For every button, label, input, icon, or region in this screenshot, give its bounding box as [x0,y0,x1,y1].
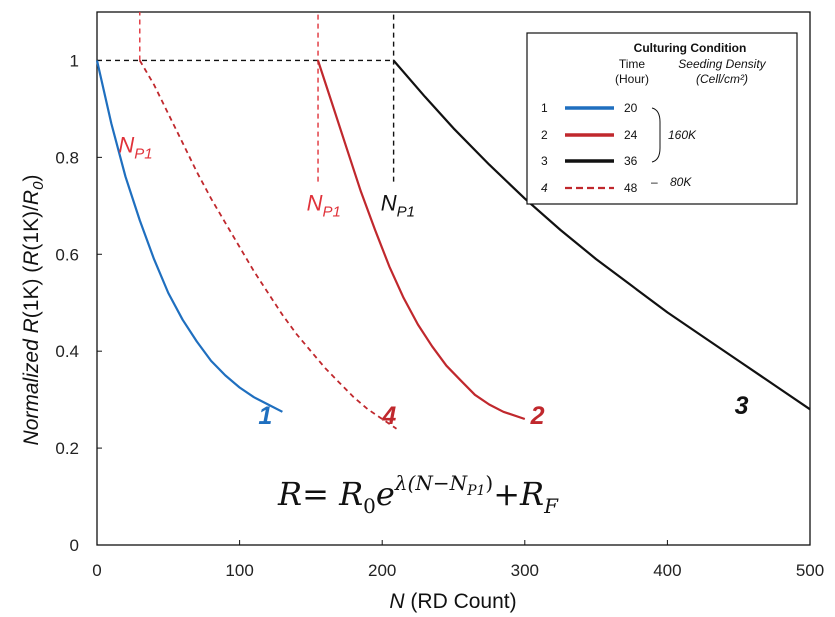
legend-row-time: 48 [624,181,638,195]
legend-row-number: 4 [541,181,548,195]
x-tick-label: 500 [796,561,824,580]
np1-annotation: NP1 [381,191,415,221]
series-lines [95,59,811,430]
x-tick-label: 100 [225,561,253,580]
legend-rows: 1 20 2 24 3 36 4 48 [541,101,638,195]
curve-label-4: 4 [381,402,396,430]
y-tick-label: 1 [70,51,79,70]
legend-col-density: Seeding Density [678,57,766,71]
model-formula: R= R0eλ(N−NP1)+RF [277,471,559,518]
series-line-2 [316,60,526,421]
legend-row-number: 2 [541,128,548,142]
y-axis-label: Normalized R(1K) (R(1K)/R0) [20,175,47,446]
y-tick-label: 0 [70,536,79,555]
y-tick-label: 0.6 [55,245,79,264]
x-axis-label: N (RD Count) [389,590,516,613]
axes: 0 100 200 300 400 500 0 0.2 0.4 0.6 0.8 1 [55,11,824,580]
legend-row-time: 20 [624,101,638,115]
series-line-1 [95,60,283,413]
curve-label-2: 2 [530,402,545,430]
legend-bracket [651,107,661,163]
curve-label-3: 3 [735,392,749,420]
np1-annotation: NP1 [307,191,341,221]
legend-col-time: Time [619,57,646,71]
np1-annotation: NP1 [118,133,152,163]
x-tick-label: 400 [653,561,681,580]
legend-row-time: 36 [624,154,638,168]
reference-lines [97,12,395,182]
annotations: NP1 NP1 NP1 1 4 2 3 [118,133,748,430]
y-tick-label: 0.8 [55,148,79,167]
legend-frame [526,32,798,205]
legend-title: Culturing Condition [634,41,747,55]
legend-col-density-unit: (Cell/cm²) [696,72,748,86]
x-tick-label: 0 [92,561,101,580]
legend-row-number: 3 [541,154,548,168]
plot-frame [96,11,811,546]
curve-label-1: 1 [258,402,272,430]
legend: Culturing Condition Time (Hour) Seeding … [526,32,798,205]
y-tick-label: 0.4 [55,342,79,361]
x-tick-label: 200 [368,561,396,580]
x-tick-label: 300 [511,561,539,580]
legend-density-80k: 80K [670,175,692,189]
legend-density-160k: 160K [668,128,697,142]
series-line-4 [139,60,398,430]
y-tick-label: 0.2 [55,439,79,458]
legend-col-time-unit: (Hour) [615,72,649,86]
legend-row-number: 1 [541,101,548,115]
legend-row-time: 24 [624,128,638,142]
legend-dash-separator: – [651,175,658,189]
series-line-3 [392,59,811,411]
